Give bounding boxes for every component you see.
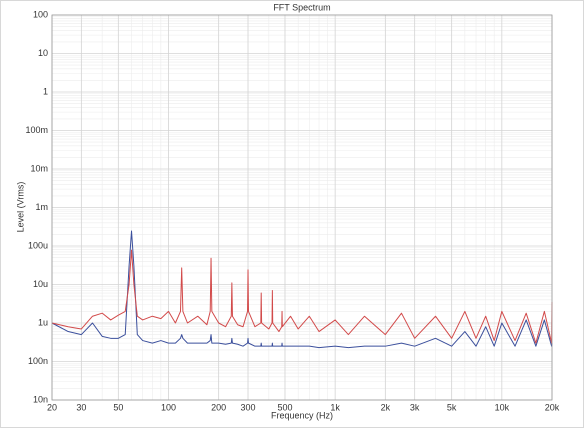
y-tick-label: 100	[33, 9, 48, 19]
plot-border	[51, 14, 553, 401]
x-tick-label: 300	[240, 402, 255, 412]
x-tick-label: 100	[161, 402, 176, 412]
y-tick-label: 1	[43, 86, 48, 96]
y-tick-label: 100n	[28, 356, 48, 366]
x-tick-label: 1k	[330, 402, 340, 412]
x-tick-label: 3k	[410, 402, 420, 412]
x-tick-label: 30	[76, 402, 86, 412]
series-line	[51, 230, 553, 349]
y-tick-label: 10m	[30, 163, 48, 173]
x-tick-label: 500	[277, 402, 292, 412]
x-tick-label: 200	[211, 402, 226, 412]
y-tick-label: 1m	[35, 202, 48, 212]
x-axis-label: Frequency (Hz)	[271, 410, 333, 420]
series-line	[51, 249, 553, 344]
y-tick-label: 10n	[33, 394, 48, 404]
y-tick-label: 1u	[38, 317, 48, 327]
x-tick-label: 2k	[381, 402, 391, 412]
y-tick-label: 100u	[28, 240, 48, 250]
y-tick-label: 10	[38, 48, 48, 58]
x-tick-label: 20	[47, 402, 57, 412]
x-tick-label: 50	[113, 402, 123, 412]
chart-title: FFT Spectrum	[273, 2, 330, 12]
x-tick-label: 20k	[545, 402, 560, 412]
y-tick-label: 10u	[33, 279, 48, 289]
y-axis-label: Level (Vrms)	[15, 182, 25, 233]
x-tick-label: 5k	[447, 402, 457, 412]
x-tick-label: 10k	[495, 402, 510, 412]
y-tick-label: 100m	[25, 125, 48, 135]
